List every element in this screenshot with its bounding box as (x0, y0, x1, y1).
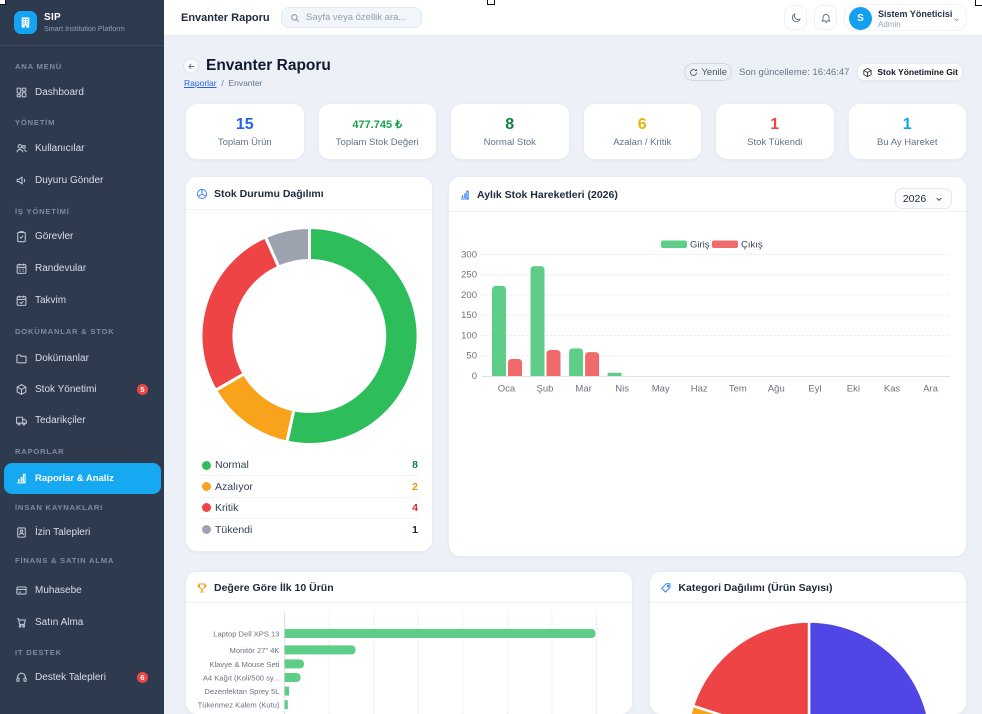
svg-text:Kas: Kas (884, 384, 901, 395)
svg-text:Dezenfektan Sprey 5L: Dezenfektan Sprey 5L (204, 687, 279, 696)
svg-text:250: 250 (461, 270, 477, 281)
svg-text:Mar: Mar (575, 384, 591, 395)
svg-text:200: 200 (461, 290, 477, 301)
svg-text:Laptop Dell XPS 13: Laptop Dell XPS 13 (213, 629, 279, 638)
svg-text:Ağu: Ağu (768, 384, 785, 395)
svg-text:Monitör 27" 4K: Monitör 27" 4K (230, 645, 280, 654)
svg-text:Şub: Şub (537, 384, 554, 395)
svg-text:300: 300 (461, 249, 477, 260)
svg-text:Tem: Tem (729, 384, 747, 395)
svg-text:Çıkış: Çıkış (741, 240, 763, 251)
svg-text:Haz: Haz (691, 384, 708, 395)
svg-text:Eki: Eki (847, 384, 860, 395)
svg-text:0: 0 (472, 371, 477, 382)
svg-text:May: May (652, 384, 670, 395)
svg-text:Eyl: Eyl (808, 384, 821, 395)
svg-text:Giriş: Giriş (690, 240, 710, 251)
svg-text:50: 50 (466, 351, 477, 362)
svg-text:Oca: Oca (498, 384, 516, 395)
svg-text:A4 Kağıt (Koli/500 sy...: A4 Kağıt (Koli/500 sy... (203, 673, 280, 682)
svg-text:Nis: Nis (615, 384, 629, 395)
svg-text:150: 150 (461, 310, 477, 321)
svg-text:Klavye & Mouse Seti: Klavye & Mouse Seti (209, 659, 279, 668)
svg-text:Tükenmez Kalem (Kutu): Tükenmez Kalem (Kutu) (198, 700, 280, 709)
svg-text:Ara: Ara (923, 384, 939, 395)
svg-text:100: 100 (461, 330, 477, 341)
